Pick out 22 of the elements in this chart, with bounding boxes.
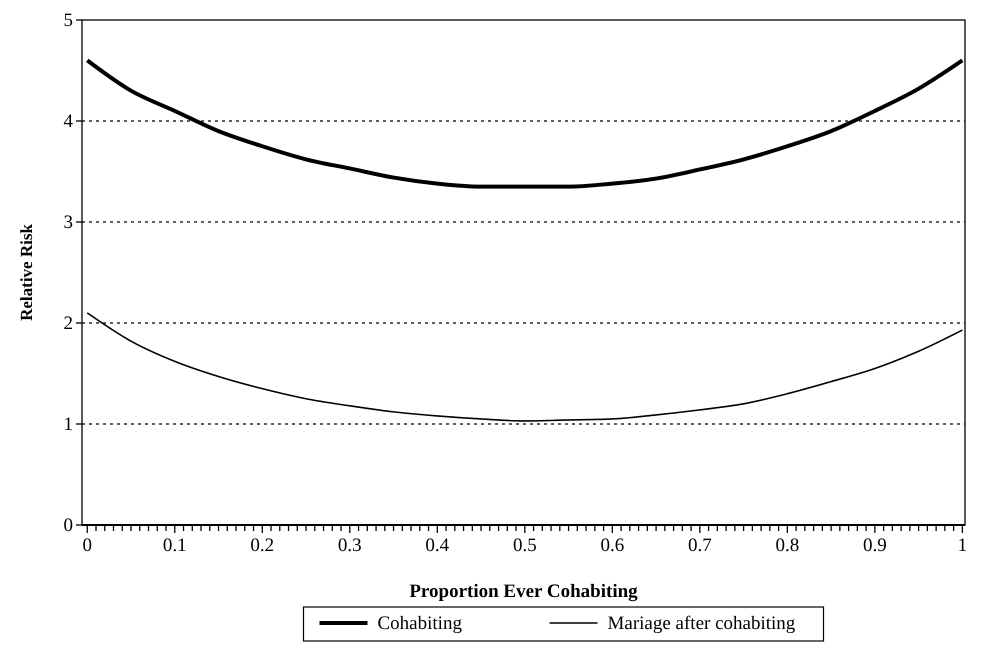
y-tick-label: 1 bbox=[64, 414, 73, 435]
y-tick-label: 0 bbox=[64, 515, 73, 536]
legend-label: Cohabiting bbox=[378, 613, 462, 634]
y-tick-label: 2 bbox=[64, 313, 73, 334]
y-tick-label: 5 bbox=[64, 10, 73, 31]
y-tick-label: 4 bbox=[64, 111, 74, 132]
x-tick-label: 0.7 bbox=[688, 535, 712, 556]
x-tick-label: 0.6 bbox=[600, 535, 624, 556]
x-tick-label: 0.4 bbox=[425, 535, 450, 556]
x-tick-label: 0.1 bbox=[162, 535, 187, 556]
x-tick-label: 0.8 bbox=[775, 535, 800, 556]
legend-label: Mariage after cohabiting bbox=[608, 613, 796, 634]
x-tick-label: 0 bbox=[82, 535, 92, 556]
y-tick-label: 3 bbox=[64, 212, 73, 233]
y-axis-title: Relative Risk bbox=[17, 224, 36, 321]
line-series bbox=[86, 312, 964, 422]
x-tick-label: 0.2 bbox=[250, 535, 274, 556]
x-tick-label: 0.3 bbox=[338, 535, 362, 556]
x-axis-title: Proportion Ever Cohabiting bbox=[409, 581, 638, 602]
x-tick-label: 0.9 bbox=[862, 535, 887, 556]
x-tick-label: 0.5 bbox=[512, 535, 537, 556]
x-tick-label: 1 bbox=[958, 535, 968, 556]
